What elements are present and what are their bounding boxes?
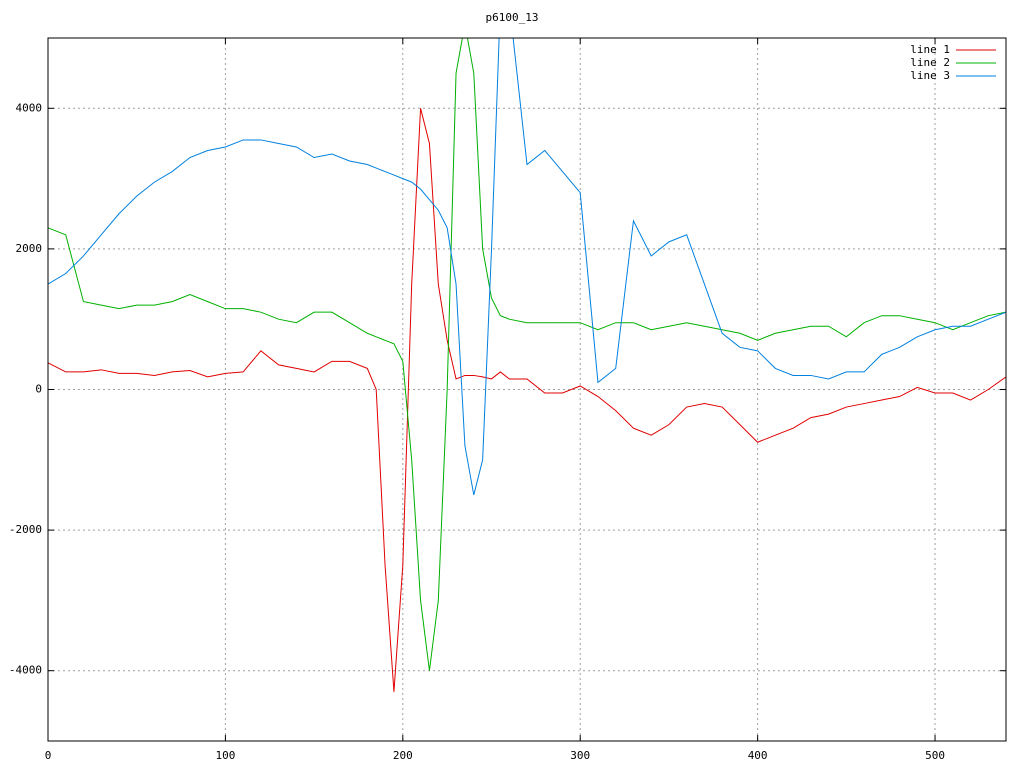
data-line [48, 38, 1006, 496]
legend-label: line 1 [910, 43, 950, 56]
x-tick-label: 100 [215, 749, 235, 762]
y-tick-label: -2000 [9, 523, 42, 536]
legend-label: line 3 [910, 69, 950, 82]
y-tick-label: 4000 [16, 101, 43, 114]
y-tick-label: -4000 [9, 664, 42, 677]
y-tick-label: 2000 [16, 242, 43, 255]
x-tick-label: 0 [45, 749, 52, 762]
legend-label: line 2 [910, 56, 950, 69]
chart-title: p6100_13 [486, 11, 539, 24]
x-tick-label: 500 [925, 749, 945, 762]
grid [47, 38, 1006, 741]
y-tick-label: 0 [35, 383, 42, 396]
x-tick-label: 200 [393, 749, 413, 762]
x-tick-label: 400 [748, 749, 768, 762]
x-tick-label: 300 [570, 749, 590, 762]
plot-lines [48, 38, 1006, 692]
data-line [48, 108, 1006, 692]
plot-border [47, 37, 1007, 742]
data-line [48, 38, 1006, 671]
